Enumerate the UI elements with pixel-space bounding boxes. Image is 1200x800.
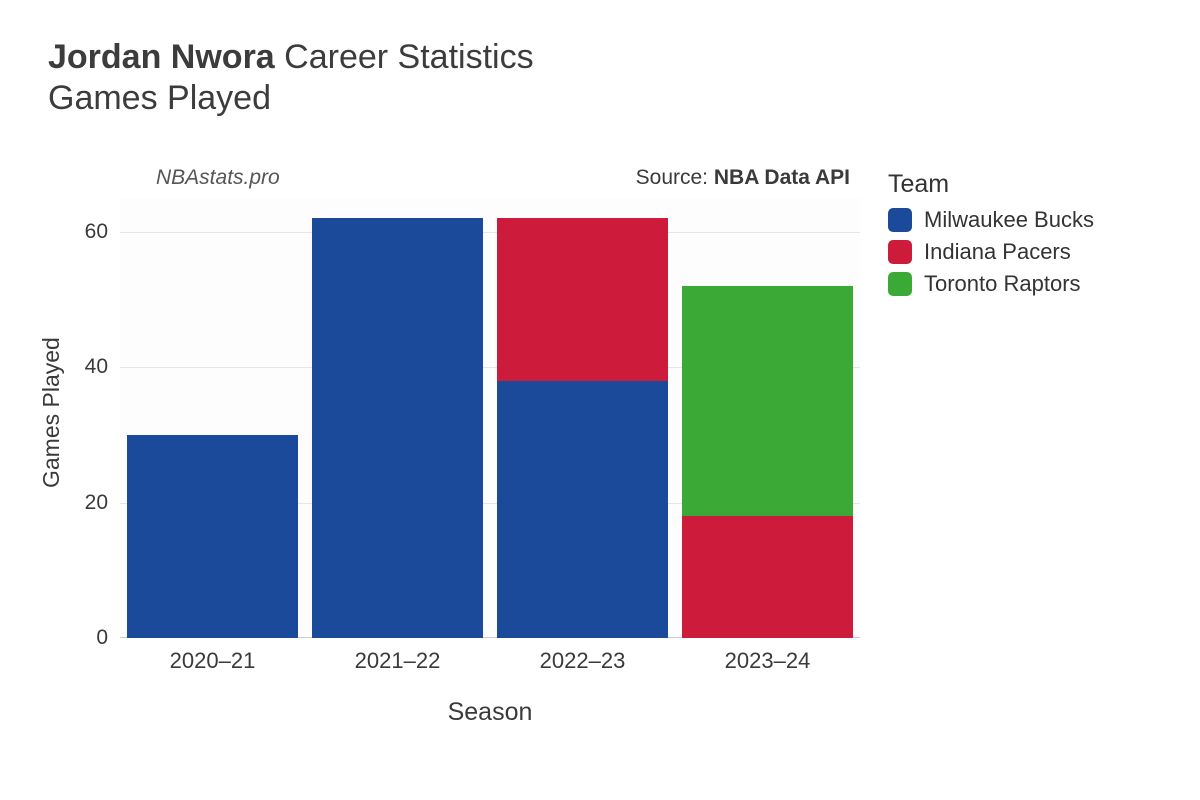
- bar-segment: [682, 516, 852, 638]
- source-text: Source: NBA Data API: [636, 166, 850, 190]
- legend-swatch: [888, 272, 912, 296]
- y-tick-label: 60: [58, 220, 108, 244]
- bar-2022–23: [497, 198, 667, 638]
- bar-2021–22: [312, 198, 482, 638]
- x-axis-title: Season: [120, 698, 860, 727]
- bar-segment: [497, 218, 667, 380]
- title-line-1: Jordan Nwora Career Statistics: [48, 38, 534, 77]
- legend-swatch: [888, 240, 912, 264]
- bar-2020–21: [127, 198, 297, 638]
- legend-title: Team: [888, 170, 1094, 199]
- y-tick-label: 20: [58, 491, 108, 515]
- player-name: Jordan Nwora: [48, 38, 275, 76]
- legend-label: Toronto Raptors: [924, 271, 1081, 297]
- y-tick-label: 0: [58, 626, 108, 650]
- y-tick-label: 40: [58, 355, 108, 379]
- x-tick-label: 2022–23: [540, 648, 626, 674]
- chart-canvas: Jordan Nwora Career Statistics Games Pla…: [0, 0, 1200, 800]
- legend-item: Milwaukee Bucks: [888, 207, 1094, 233]
- chart-title: Jordan Nwora Career Statistics Games Pla…: [48, 38, 534, 118]
- x-tick-label: 2020–21: [170, 648, 256, 674]
- legend-item: Indiana Pacers: [888, 239, 1094, 265]
- legend-label: Indiana Pacers: [924, 239, 1071, 265]
- legend-item: Toronto Raptors: [888, 271, 1094, 297]
- bar-segment: [497, 381, 667, 638]
- attribution-text: NBAstats.pro: [156, 166, 280, 190]
- bar-segment: [127, 435, 297, 638]
- title-suffix: Career Statistics: [275, 38, 534, 76]
- source-name: NBA Data API: [714, 166, 850, 189]
- y-axis-title: Games Played: [38, 337, 65, 488]
- bar-segment: [312, 218, 482, 638]
- title-line-2: Games Played: [48, 79, 534, 118]
- bar-2023–24: [682, 198, 852, 638]
- x-tick-label: 2021–22: [355, 648, 441, 674]
- legend-swatch: [888, 208, 912, 232]
- bar-segment: [682, 286, 852, 516]
- x-tick-label: 2023–24: [725, 648, 811, 674]
- plot-area: NBAstats.pro Source: NBA Data API 020406…: [120, 198, 860, 638]
- legend: Team Milwaukee Bucks Indiana Pacers Toront…: [888, 170, 1094, 303]
- source-prefix: Source:: [636, 166, 714, 189]
- legend-label: Milwaukee Bucks: [924, 207, 1094, 233]
